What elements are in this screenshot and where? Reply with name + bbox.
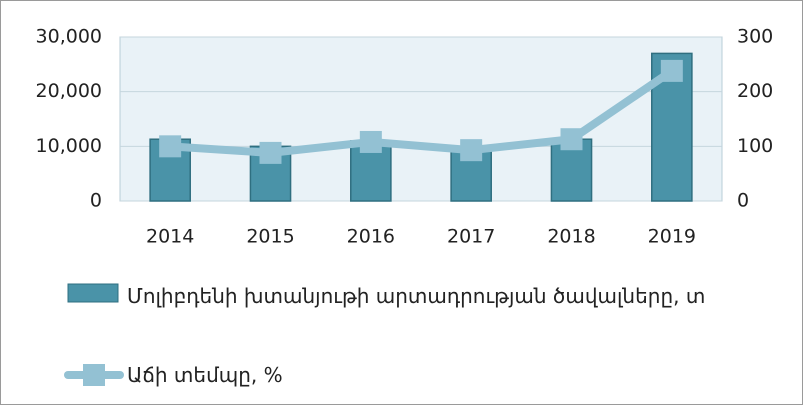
legend-marker [83,364,105,386]
x-tick-label: 2019 [648,226,696,248]
x-tick-label: 2016 [347,226,395,248]
legend-label: Աճի տեմպը, % [127,363,283,387]
line-marker [159,135,182,158]
y2-tick-label: 200 [737,80,773,102]
line-marker [259,141,282,164]
x-tick-label: 2015 [246,226,294,248]
legend-swatch [67,283,119,303]
line-marker [660,59,683,82]
bar [550,138,593,202]
plot-area [119,36,723,202]
y2-tick-label: 100 [737,135,773,157]
line-marker [460,139,483,162]
legend-label: Մոլիբդենի խտանյութի արտադրության ծավալնե… [127,284,706,308]
line-marker [560,128,583,151]
y-tick-label: 0 [90,190,102,212]
y2-tick-label: 300 [737,26,773,48]
y2-tick-label: 0 [737,190,749,212]
y-tick-label: 20,000 [36,80,102,102]
x-tick-label: 2014 [146,226,194,248]
line-marker [359,130,382,153]
y-tick-label: 30,000 [36,26,102,48]
line [169,67,675,157]
x-tick-label: 2018 [547,226,595,248]
y-tick-label: 10,000 [36,135,102,157]
bar [350,140,392,202]
x-tick-label: 2017 [447,226,495,248]
